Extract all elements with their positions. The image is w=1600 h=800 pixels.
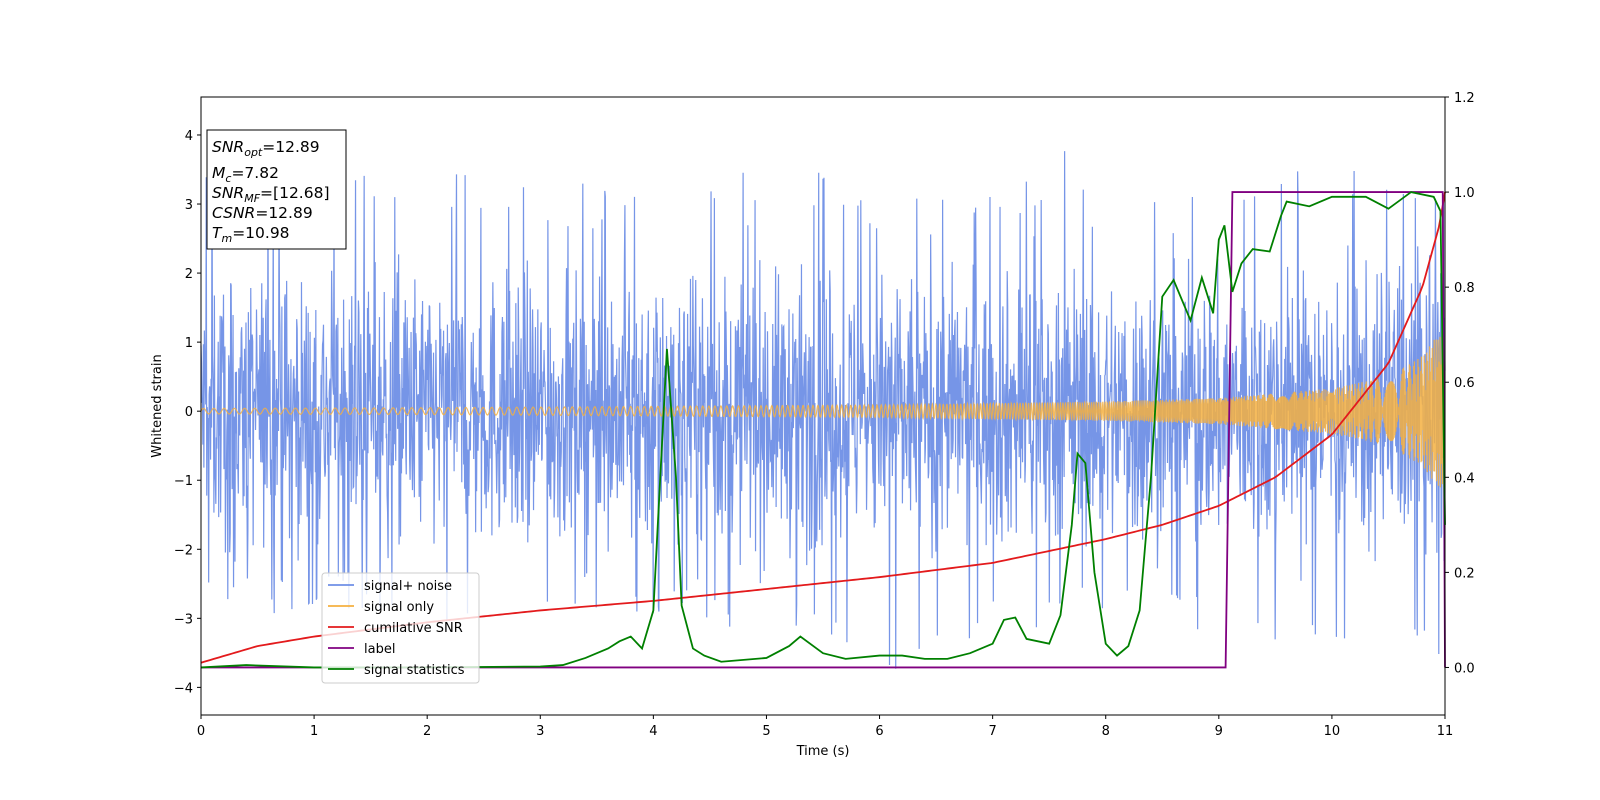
x-tick-label: 8 xyxy=(1102,724,1110,739)
x-tick-label: 6 xyxy=(875,724,883,739)
info-box: SNRopt=12.89 Mc=7.82 SNRMF=[12.68] CSNR=… xyxy=(206,129,347,250)
y-tick-label: 0 xyxy=(185,405,193,420)
y-tick-label: 3 xyxy=(185,198,193,213)
x-tick-label: 0 xyxy=(197,724,205,739)
info-snr-mf: SNRMF=[12.68] xyxy=(212,184,330,205)
series-signal-noise xyxy=(200,151,1446,669)
info-csnr: CSNR=12.89 xyxy=(212,204,313,222)
x-tick-label: 9 xyxy=(1215,724,1223,739)
y-tick-label: −4 xyxy=(174,681,193,696)
series-label xyxy=(201,191,1446,669)
y2-tick-label: 0.6 xyxy=(1454,376,1475,391)
info-tm: Tm=10.98 xyxy=(212,224,290,245)
legend-entry: label xyxy=(364,642,395,657)
y-tick-label: −2 xyxy=(174,543,193,558)
y-tick-label: 4 xyxy=(185,129,193,144)
x-tick-label: 5 xyxy=(762,724,770,739)
info-snr-opt: SNRopt=12.89 xyxy=(212,138,320,159)
y2-tick-label: 0.8 xyxy=(1454,281,1475,296)
info-box-frame xyxy=(206,129,347,250)
x-tick-label: 2 xyxy=(423,724,431,739)
x-tick-label: 4 xyxy=(649,724,657,739)
y-tick-label: −3 xyxy=(174,612,193,627)
x-axis-label: Time (s) xyxy=(796,744,850,759)
series-signal-statistics xyxy=(200,191,1446,669)
legend-entry: signal+ noise xyxy=(364,579,452,594)
series-signal-only xyxy=(200,330,1444,488)
y2-tick-label: 1.2 xyxy=(1454,91,1475,106)
legend-entry: signal only xyxy=(364,600,434,615)
x-tick-label: 7 xyxy=(988,724,996,739)
legend-frame xyxy=(321,572,480,684)
x-tick-label: 10 xyxy=(1324,724,1341,739)
x-tick-label: 3 xyxy=(536,724,544,739)
axes: 0 1 2 3 4 5 6 7 8 9 10 11 −4 −3 −2 −1 0 1 2 3 4 0.0 0.2 0.4 0.6 0… xyxy=(150,91,1475,759)
y-tick-label: −1 xyxy=(174,474,193,489)
y-tick-label: 1 xyxy=(185,336,193,351)
y2-tick-label: 0.0 xyxy=(1454,661,1475,676)
y2-tick-label: 0.4 xyxy=(1454,471,1475,486)
x-tick-label: 11 xyxy=(1437,724,1454,739)
legend: signal+ noise signal only cumilative SNR la… xyxy=(321,572,480,684)
y-tick-label: 2 xyxy=(185,267,193,282)
x-tick-label: 1 xyxy=(310,724,318,739)
y2-tick-label: 0.2 xyxy=(1454,566,1475,581)
axes-frame xyxy=(200,96,1446,716)
y2-tick-label: 1.0 xyxy=(1454,186,1475,201)
legend-entry: cumilative SNR xyxy=(364,621,463,636)
legend-entry: signal statistics xyxy=(364,663,465,678)
y-axis-label: Whitened strain xyxy=(150,354,165,457)
info-mc: Mc=7.82 xyxy=(212,164,279,185)
